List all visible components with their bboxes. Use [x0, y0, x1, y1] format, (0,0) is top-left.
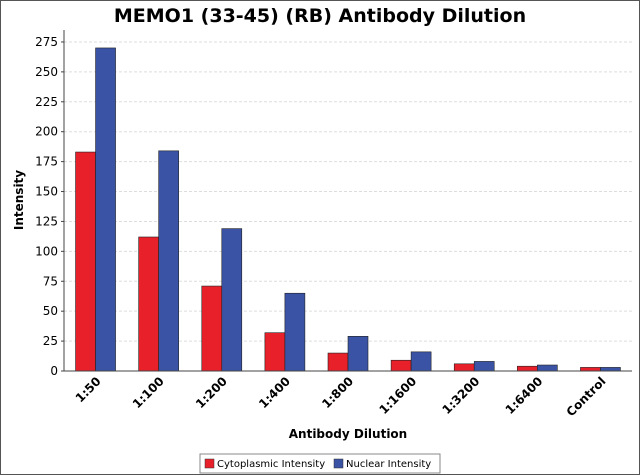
- bar-cytoplasmic-8: [580, 367, 601, 372]
- bar-cytoplasmic-5: [390, 359, 412, 372]
- bar-nuclear-3: [284, 292, 306, 372]
- bar-cytoplasmic-6: [453, 363, 475, 372]
- bar-cytoplasmic-7: [517, 365, 538, 372]
- y-tick-label: 175: [35, 155, 58, 169]
- legend-box: [199, 453, 441, 474]
- bars: [75, 47, 621, 372]
- bar-nuclear-7: [537, 364, 558, 372]
- y-tick-label: 200: [35, 125, 58, 139]
- y-tick-labels: 0 25 50 75 100 125 150 175 200 225 250 275: [35, 35, 64, 378]
- legend-label-cytoplasmic: Cytoplasmic Intensity: [217, 459, 325, 470]
- bar-cytoplasmic-4: [327, 352, 349, 372]
- y-tick-label: 250: [35, 65, 58, 79]
- bar-nuclear-8: [600, 367, 621, 372]
- y-tick-label: 25: [43, 334, 58, 348]
- bar-nuclear-4: [347, 336, 369, 372]
- bar-cytoplasmic-2: [201, 285, 223, 372]
- bar-nuclear-5: [410, 351, 432, 372]
- bar-cytoplasmic-0: [75, 151, 96, 372]
- chart-title: MEMO1 (33-45) (RB) Antibody Dilution: [114, 5, 526, 27]
- legend-swatch-nuclear: [333, 458, 344, 469]
- y-tick-label: 150: [35, 185, 58, 199]
- bar-cytoplasmic-3: [264, 332, 286, 372]
- bar-nuclear-6: [473, 361, 495, 372]
- y-tick-label: 100: [35, 244, 58, 258]
- bar-nuclear-0: [95, 47, 116, 372]
- legend: Cytoplasmic Intensity Nuclear Intensity: [199, 453, 441, 474]
- bar-nuclear-1: [158, 150, 179, 372]
- y-tick-label: 0: [50, 364, 58, 378]
- y-tick-label: 275: [35, 35, 58, 49]
- y-tick-label: 225: [35, 95, 58, 109]
- legend-swatch-cytoplasmic: [204, 458, 215, 469]
- y-tick-label: 75: [43, 274, 58, 288]
- x-axis-label: Antibody Dilution: [289, 427, 407, 441]
- y-tick-label: 125: [35, 214, 58, 228]
- bar-nuclear-2: [221, 228, 243, 372]
- legend-label-nuclear: Nuclear Intensity: [346, 459, 431, 470]
- bar-cytoplasmic-1: [138, 236, 159, 372]
- y-tick-label: 50: [43, 304, 58, 318]
- y-axis-label: Intensity: [12, 170, 26, 230]
